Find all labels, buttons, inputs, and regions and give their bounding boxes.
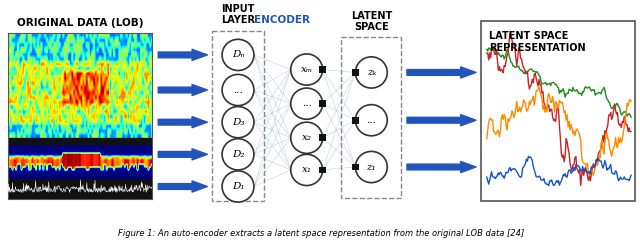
Bar [352, 117, 359, 124]
Bar [352, 69, 359, 76]
Circle shape [291, 122, 323, 153]
Bar [481, 21, 635, 201]
Circle shape [222, 39, 254, 71]
Bar [352, 164, 359, 171]
Bar [319, 167, 326, 173]
Circle shape [291, 154, 323, 185]
Text: ...: ... [233, 86, 243, 95]
Bar [319, 66, 326, 73]
Circle shape [291, 54, 323, 85]
Circle shape [222, 107, 254, 138]
Text: Figure 1: An auto-encoder extracts a latent space representation from the origin: Figure 1: An auto-encoder extracts a lat… [118, 229, 525, 238]
Text: xₘ: xₘ [301, 65, 313, 74]
Circle shape [291, 88, 323, 119]
Text: D₃: D₃ [232, 118, 244, 127]
Text: LATENT SPACE
REPRESENTATION: LATENT SPACE REPRESENTATION [489, 31, 586, 53]
Text: x₁: x₁ [301, 165, 312, 174]
Text: LATENT
SPACE: LATENT SPACE [351, 11, 392, 32]
Bar [342, 37, 401, 198]
Circle shape [355, 151, 387, 183]
Bar [212, 31, 264, 201]
Text: INPUT
LAYER: INPUT LAYER [221, 4, 255, 25]
Text: D₂: D₂ [232, 150, 244, 159]
Bar [319, 134, 326, 141]
Circle shape [355, 57, 387, 88]
Circle shape [222, 139, 254, 170]
Text: ENCODER: ENCODER [254, 15, 310, 25]
Text: Dₙ: Dₙ [232, 50, 244, 59]
Text: ORIGINAL DATA (LOB): ORIGINAL DATA (LOB) [17, 18, 143, 28]
Text: ...: ... [302, 99, 312, 108]
Circle shape [222, 171, 254, 202]
Circle shape [355, 105, 387, 136]
Text: x₂: x₂ [301, 133, 312, 142]
Text: ...: ... [367, 116, 376, 125]
Bar [319, 100, 326, 107]
Text: zₖ: zₖ [367, 68, 376, 77]
Text: z₁: z₁ [367, 162, 376, 171]
Text: D₁: D₁ [232, 182, 244, 191]
Circle shape [222, 74, 254, 106]
